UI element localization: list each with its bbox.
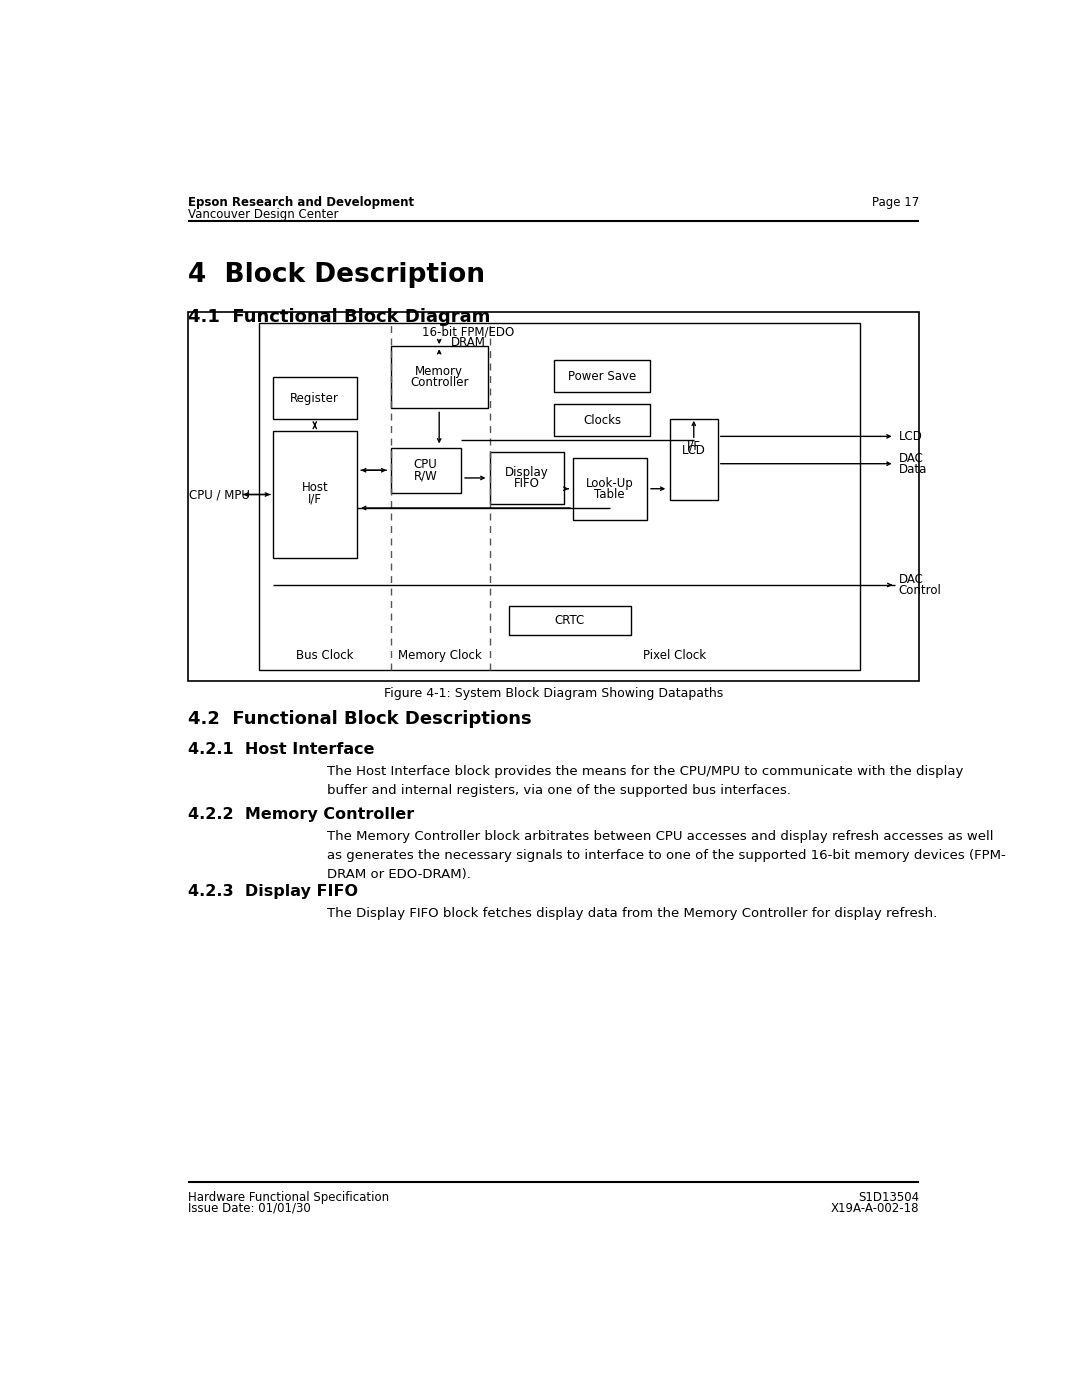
Text: DRAM: DRAM <box>450 337 486 349</box>
Text: CPU / MPU: CPU / MPU <box>189 488 251 502</box>
Text: 4.2.1  Host Interface: 4.2.1 Host Interface <box>188 742 374 757</box>
FancyBboxPatch shape <box>391 346 488 408</box>
Text: Control: Control <box>899 584 942 597</box>
Text: DAC: DAC <box>899 451 923 465</box>
Text: Pixel Clock: Pixel Clock <box>644 650 706 662</box>
Text: S1D13504: S1D13504 <box>859 1192 919 1204</box>
Text: DAC: DAC <box>899 573 923 587</box>
Text: Data: Data <box>899 462 927 475</box>
Text: 4.1  Functional Block Diagram: 4.1 Functional Block Diagram <box>188 307 490 326</box>
Text: LCD: LCD <box>681 444 705 457</box>
Text: Issue Date: 01/01/30: Issue Date: 01/01/30 <box>188 1201 310 1215</box>
Text: Memory Clock: Memory Clock <box>399 650 483 662</box>
FancyBboxPatch shape <box>188 312 919 682</box>
FancyBboxPatch shape <box>670 419 718 500</box>
Text: Controller: Controller <box>410 376 469 388</box>
Text: Hardware Functional Specification: Hardware Functional Specification <box>188 1192 389 1204</box>
Text: Register: Register <box>291 391 339 405</box>
Text: CRTC: CRTC <box>555 613 585 627</box>
Text: Display: Display <box>504 467 549 479</box>
Text: 4.2.2  Memory Controller: 4.2.2 Memory Controller <box>188 806 414 821</box>
FancyBboxPatch shape <box>554 404 650 436</box>
Text: The Memory Controller block arbitrates between CPU accesses and display refresh : The Memory Controller block arbitrates b… <box>327 830 1005 882</box>
Text: 4.2  Functional Block Descriptions: 4.2 Functional Block Descriptions <box>188 710 531 728</box>
Text: Bus Clock: Bus Clock <box>296 650 353 662</box>
Text: Host: Host <box>301 481 328 495</box>
Text: X19A-A-002-18: X19A-A-002-18 <box>831 1201 919 1215</box>
Text: 4.2.3  Display FIFO: 4.2.3 Display FIFO <box>188 884 357 898</box>
Text: I/F: I/F <box>308 493 322 506</box>
Text: Page 17: Page 17 <box>872 196 919 210</box>
Text: CPU: CPU <box>414 458 437 471</box>
Text: I/F: I/F <box>687 440 701 453</box>
Text: LCD: LCD <box>899 430 922 443</box>
FancyBboxPatch shape <box>273 377 356 419</box>
FancyBboxPatch shape <box>259 323 860 669</box>
Text: Figure 4-1: System Block Diagram Showing Datapaths: Figure 4-1: System Block Diagram Showing… <box>383 686 724 700</box>
Text: Look-Up: Look-Up <box>585 476 634 490</box>
Text: Table: Table <box>594 488 625 500</box>
FancyBboxPatch shape <box>554 360 650 393</box>
Text: The Display FIFO block fetches display data from the Memory Controller for displ: The Display FIFO block fetches display d… <box>327 907 937 919</box>
Text: Power Save: Power Save <box>568 370 636 383</box>
Text: Memory: Memory <box>415 365 463 379</box>
Text: R/W: R/W <box>414 469 437 482</box>
FancyBboxPatch shape <box>391 448 460 493</box>
FancyBboxPatch shape <box>273 432 356 557</box>
FancyBboxPatch shape <box>509 606 631 636</box>
Text: FIFO: FIFO <box>514 476 540 490</box>
Text: Clocks: Clocks <box>583 414 621 426</box>
Text: Epson Research and Development: Epson Research and Development <box>188 196 414 210</box>
Text: Vancouver Design Center: Vancouver Design Center <box>188 208 338 222</box>
Text: 16-bit FPM/EDO: 16-bit FPM/EDO <box>422 326 514 338</box>
Text: The Host Interface block provides the means for the CPU/MPU to communicate with : The Host Interface block provides the me… <box>327 766 963 798</box>
FancyBboxPatch shape <box>572 458 647 520</box>
FancyBboxPatch shape <box>490 451 564 504</box>
Text: 4  Block Description: 4 Block Description <box>188 261 485 288</box>
